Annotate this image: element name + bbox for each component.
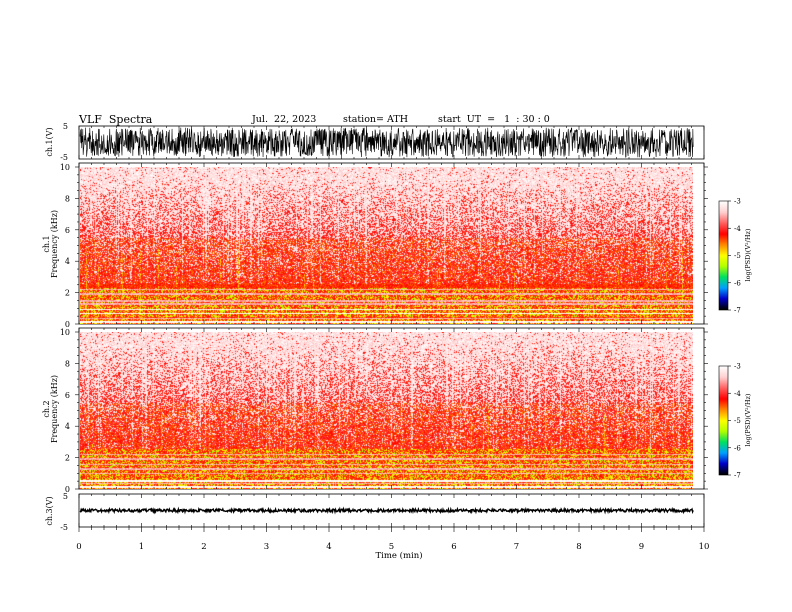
- ch1-ytick-bottom: -5: [60, 153, 68, 162]
- ch2-colorbar: -3 -4 -5 -6 -7 log(PSD)(V²/Hz): [718, 363, 752, 480]
- time-tick-label: 4: [326, 542, 331, 552]
- freq-tick-label: 2: [65, 454, 70, 463]
- colorbar-tick-label: -5: [734, 252, 741, 260]
- waveform-line: [79, 127, 694, 158]
- colorbar-tick-label: -5: [734, 417, 741, 425]
- ch2-colorbar-ticks: -3 -4 -5 -6 -7: [728, 363, 741, 480]
- ch1-spectrogram-image: [80, 167, 693, 324]
- time-axis-label: Time (min): [375, 550, 422, 561]
- colorbar-tick-label: -4: [734, 390, 741, 398]
- colorbar-tick-label: -6: [734, 279, 741, 287]
- ch3-waveform-trace: [79, 506, 694, 515]
- ch1-waveform-panel: 5 -5 ch.1(V): [45, 122, 705, 162]
- waveform-line: [79, 506, 694, 515]
- time-tick-label: 0: [76, 542, 81, 552]
- ch1-colorbar: -3 -4 -5 -6 -7 log(PSD)(V²/Hz): [718, 198, 752, 315]
- station-label: station= ATH: [343, 114, 408, 125]
- time-tick-label: 7: [514, 542, 519, 552]
- figure-title: VLF Spectra: [79, 113, 153, 126]
- freq-tick-label: 10: [60, 328, 70, 337]
- time-tick-label: 3: [264, 542, 269, 552]
- freq-tick-label: 4: [65, 422, 70, 431]
- colorbar-tick-label: -3: [734, 363, 741, 371]
- date-label: Jul. 22, 2023: [252, 114, 317, 125]
- time-tick-label: 1: [139, 542, 144, 552]
- colorbar-tick-label: -7: [734, 472, 741, 480]
- start-ut-label: start UT = 1 : 30 : 0: [438, 114, 550, 125]
- freq-tick-label: 8: [65, 194, 70, 203]
- colorbar-tick-label: -3: [734, 198, 741, 206]
- ch1-freq-ticks: 0 2 4 6 8 10: [60, 163, 708, 329]
- time-tick-label: 8: [576, 542, 581, 552]
- ch3-ylabel: ch.3(V): [45, 496, 54, 525]
- ch1-colorbar-ticks: -3 -4 -5 -6 -7: [728, 198, 741, 315]
- ch2-colorbar-image: [719, 366, 728, 475]
- time-tick-label: 2: [201, 542, 206, 552]
- freq-tick-label: 0: [65, 485, 70, 494]
- ch1-colorbar-image: [719, 201, 728, 310]
- freq-tick-label: 10: [60, 163, 70, 172]
- time-tick-label: 6: [451, 542, 456, 552]
- ch2-freq-ylabel-channel: ch.2: [42, 400, 51, 417]
- ch1-spectrogram-panel: 0 2 4 6 8 10 ch.1 Frequency (kHz): [42, 162, 708, 329]
- freq-tick-label: 6: [65, 226, 70, 235]
- freq-tick-label: 8: [65, 359, 70, 368]
- ch1-colorbar-label: log(PSD)(V²/Hz): [744, 228, 752, 281]
- time-axis-ticks: 0 1 2 3 4 5 6 7 8 9 10: [76, 126, 709, 552]
- time-tick-label: 9: [639, 542, 644, 552]
- freq-tick-label: 0: [65, 320, 70, 329]
- ch1-waveform-trace: [79, 127, 694, 158]
- ch3-waveform-panel: 5 -5 ch.3(V): [45, 492, 705, 532]
- freq-tick-label: 6: [65, 391, 70, 400]
- freq-tick-label: 4: [65, 257, 70, 266]
- ch2-colorbar-label: log(PSD)(V²/Hz): [744, 393, 752, 446]
- ch2-freq-ticks: 0 2 4 6 8 10: [60, 328, 708, 494]
- ch1-freq-ylabel: Frequency (kHz): [50, 210, 59, 278]
- ch1-ylabel: ch.1(V): [45, 127, 54, 156]
- ch1-ytick-top: 5: [63, 122, 68, 131]
- freq-tick-label: 2: [65, 289, 70, 298]
- ch2-spectrogram-image: [80, 332, 693, 489]
- ch1-freq-ylabel-channel: ch.1: [42, 235, 51, 252]
- colorbar-tick-label: -7: [734, 307, 741, 315]
- time-tick-label: 10: [699, 542, 710, 552]
- ch2-spectrogram-panel: 0 2 4 6 8 10 ch.2 Frequency (kHz): [42, 327, 708, 494]
- ch3-ytick-top: 5: [63, 492, 68, 501]
- ch2-freq-ylabel: Frequency (kHz): [50, 375, 59, 443]
- colorbar-tick-label: -6: [734, 444, 741, 452]
- ch3-ytick-bottom: -5: [60, 523, 68, 532]
- time-tick-label: 5: [389, 542, 394, 552]
- colorbar-tick-label: -4: [734, 225, 741, 233]
